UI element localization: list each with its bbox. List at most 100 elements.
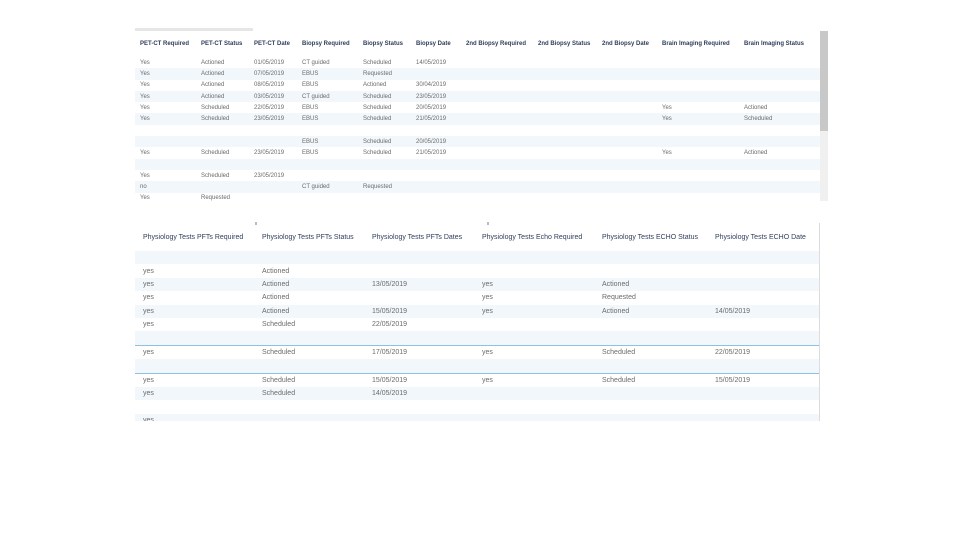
table-cell — [461, 170, 533, 181]
table-cell — [739, 68, 820, 80]
table-cell: Scheduled — [358, 113, 411, 125]
table-cell: Scheduled — [254, 372, 364, 387]
table-row[interactable]: Yes Scheduled 23/05/2019 — [135, 170, 820, 181]
table-cell — [249, 125, 297, 136]
table-cell: yes — [143, 294, 154, 302]
table-row[interactable]: Yes Actioned 01/05/2019 CT guided Scheduled 1… — [135, 57, 820, 68]
table-cell — [597, 68, 657, 80]
column-header[interactable]: Physiology Tests ECHO Date — [715, 233, 806, 241]
table-cell: Actioned — [594, 277, 707, 292]
table-cell: Actioned — [196, 68, 249, 80]
table-cell: EBUS — [297, 113, 358, 125]
table-cell — [297, 193, 358, 201]
table-cell: 23/05/2019 — [411, 90, 461, 103]
table-cell: Actioned — [201, 59, 225, 66]
column-header[interactable]: PET-CT Required — [140, 41, 190, 47]
column-header[interactable]: Physiology Tests PFTs Status — [262, 233, 354, 241]
table-row[interactable]: yes Actioned — [135, 264, 820, 277]
table-cell — [135, 136, 196, 148]
table-cell: EBUS — [302, 104, 319, 111]
table-cell — [411, 68, 461, 80]
table-row[interactable]: Yes Requested — [135, 193, 820, 201]
table-cell: EBUS — [297, 68, 358, 80]
table-row[interactable] — [135, 359, 820, 374]
bottom-panel-tab-stub — [255, 222, 257, 225]
table-cell: 20/05/2019 — [411, 136, 461, 148]
table-row[interactable]: Yes Actioned 03/05/2019 CT guided Scheduled 2… — [135, 90, 820, 103]
table-row[interactable]: yes Actioned yes Requested — [135, 291, 820, 304]
table-cell: 23/05/2019 — [254, 172, 285, 179]
table-cell — [597, 125, 657, 136]
table-cell — [297, 158, 358, 170]
table-cell: Yes — [140, 172, 150, 179]
table-cell — [249, 158, 297, 170]
table-cell: 22/05/2019 — [372, 321, 408, 329]
table-row[interactable] — [135, 158, 820, 170]
table-cell: 03/05/2019 — [249, 90, 297, 103]
table-cell — [597, 147, 657, 158]
top-table-panel[interactable]: PET-CT Required PET-CT Status PET-CT Date B… — [135, 31, 828, 201]
column-header[interactable]: Biopsy Status — [363, 41, 404, 47]
table-cell — [707, 318, 820, 331]
column-header[interactable]: 2nd Biopsy Required — [466, 41, 527, 47]
table-row[interactable] — [135, 125, 820, 136]
table-row[interactable]: yes — [135, 413, 820, 421]
table-row[interactable]: yes Scheduled 17/05/2019 yes Scheduled 22/05/… — [135, 344, 820, 360]
table-row[interactable]: yes Scheduled 14/05/2019 — [135, 386, 820, 401]
table-cell: 23/05/2019 — [249, 113, 297, 125]
table-cell: Yes — [135, 68, 196, 80]
table-row[interactable]: Yes Scheduled 22/05/2019 EBUS Scheduled 20/05… — [135, 102, 820, 113]
table-cell — [249, 193, 297, 201]
table-cell: Scheduled — [201, 172, 230, 179]
table-row[interactable]: yes Scheduled 15/05/2019 yes Scheduled 15/05/… — [135, 372, 820, 387]
column-header[interactable]: Physiology Tests PFTs Required — [143, 233, 244, 241]
table-cell — [411, 193, 461, 201]
table-row[interactable] — [135, 400, 820, 413]
table-row[interactable] — [135, 251, 820, 265]
table-cell: Yes — [662, 150, 672, 157]
table-row[interactable]: EBUS Scheduled 20/05/2019 — [135, 136, 820, 148]
table-row[interactable]: yes Actioned 15/05/2019 yes Actioned 14/05/20… — [135, 304, 820, 318]
table-cell — [135, 359, 254, 374]
table-cell — [657, 57, 739, 68]
column-header[interactable]: Physiology Tests ECHO Status — [602, 233, 698, 241]
table-cell — [597, 181, 657, 193]
column-header[interactable]: Physiology Tests PFTs Dates — [372, 233, 463, 241]
table-cell: 30/04/2019 — [416, 82, 447, 89]
column-header[interactable]: 2nd Biopsy Date — [602, 41, 650, 47]
table-row[interactable]: Yes Scheduled 23/05/2019 EBUS Scheduled 21/05… — [135, 147, 820, 158]
column-header[interactable]: Biopsy Required — [302, 41, 350, 47]
bottom-table-panel[interactable]: Physiology Tests PFTs Required Physiology… — [135, 223, 820, 421]
column-header[interactable]: PET-CT Date — [254, 41, 291, 47]
table-row[interactable] — [135, 331, 820, 346]
table-cell: Actioned — [254, 304, 364, 318]
column-header[interactable]: PET-CT Status — [201, 41, 243, 47]
table-cell — [358, 193, 411, 201]
table-row[interactable]: Yes Actioned 07/05/2019 EBUS Requested — [135, 68, 820, 80]
table-cell: 17/05/2019 — [364, 344, 474, 360]
table-row[interactable]: Yes Scheduled 23/05/2019 EBUS Scheduled 21/05… — [135, 113, 820, 125]
table-cell — [707, 277, 820, 292]
column-header[interactable]: 2nd Biopsy Status — [538, 41, 591, 47]
table-cell — [254, 251, 364, 265]
table-row[interactable]: Yes Actioned 08/05/2019 EBUS Actioned 30/04/2… — [135, 80, 820, 91]
table-cell — [739, 170, 820, 181]
table-cell — [657, 125, 739, 136]
table-cell — [594, 318, 707, 331]
scrollbar-thumb[interactable] — [820, 31, 828, 131]
column-header[interactable]: Brain Imaging Required — [662, 41, 730, 47]
table-cell — [474, 386, 594, 401]
table-cell: Scheduled — [363, 104, 392, 111]
vertical-scrollbar[interactable] — [820, 31, 828, 201]
column-header[interactable]: Biopsy Date — [416, 41, 451, 47]
table-cell — [657, 193, 739, 201]
table-cell — [657, 181, 739, 193]
table-cell — [597, 90, 657, 103]
column-header[interactable]: Brain Imaging Status — [744, 41, 805, 47]
table-row[interactable]: yes Scheduled 22/05/2019 — [135, 318, 820, 331]
table-row[interactable]: no CT guided Requested — [135, 181, 820, 193]
table-row[interactable]: yes Actioned 13/05/2019 yes Actioned — [135, 277, 820, 292]
table-cell — [461, 68, 533, 80]
table-cell: yes — [474, 372, 594, 387]
column-header[interactable]: Physiology Tests Echo Required — [482, 233, 583, 241]
